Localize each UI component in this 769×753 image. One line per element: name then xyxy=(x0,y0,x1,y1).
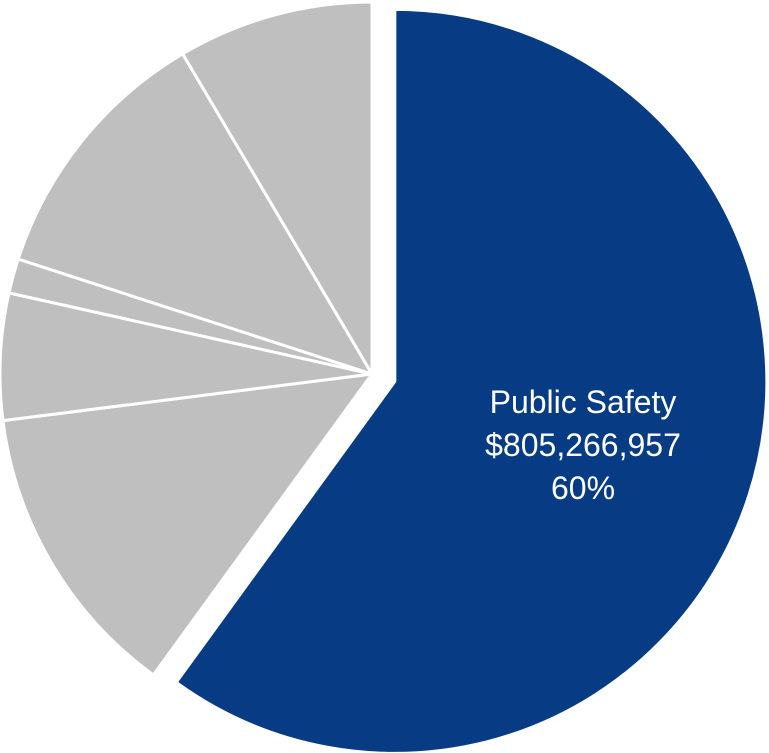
pie-slice-5 xyxy=(181,0,374,376)
pie-slice-1 xyxy=(1,372,374,677)
pie-slice-4 xyxy=(16,52,374,376)
slice-label-name: Public Safety xyxy=(490,384,677,420)
slice-label-percent: 60% xyxy=(551,470,615,506)
slice-label-amount: $805,266,957 xyxy=(485,427,681,463)
